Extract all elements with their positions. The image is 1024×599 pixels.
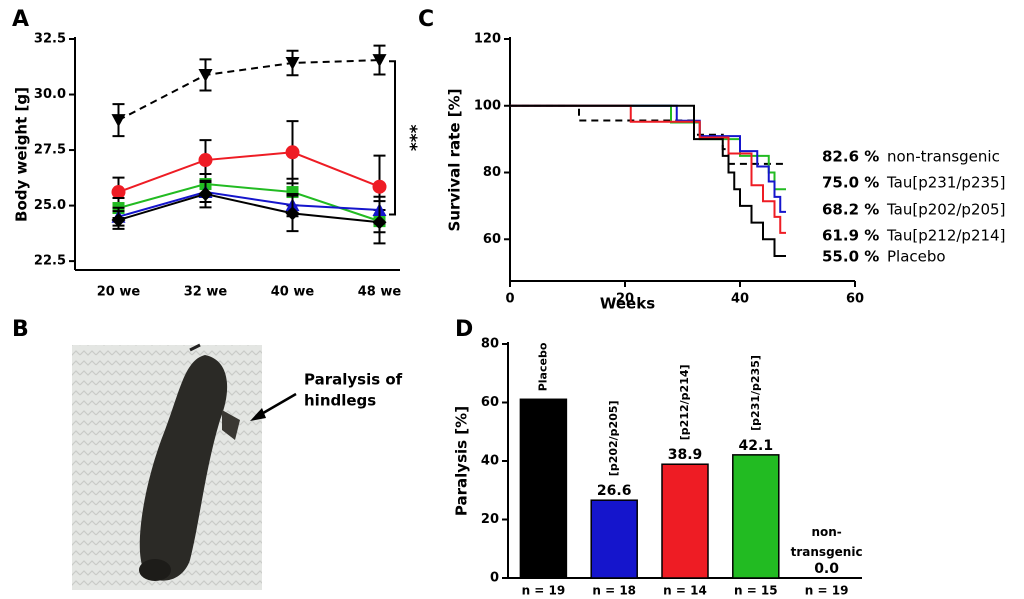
y-axis-label: Body weight [g] [13,87,31,222]
significance-label: *** [400,125,420,152]
panel-letter: D [455,317,473,342]
x-tick-label: 0 [505,292,514,307]
legend-value: 82.6 % [822,148,879,166]
y-tick-label: 27.5 [34,143,66,158]
value-label: 42.1 [739,438,774,454]
bar [661,463,709,579]
significance-bracket [389,60,396,216]
line [118,183,380,223]
bar [590,499,638,579]
line [118,193,380,224]
y-axis-label: Survival rate [%] [446,89,464,232]
x-tick-label: 48 we [358,285,402,300]
value-label: 26.6 [597,483,632,499]
category-label: Placebo [536,342,549,391]
survival-curve [510,104,786,234]
y-tick-label: 20 [481,512,499,527]
panel-letter: C [418,7,434,32]
survival-curve [510,104,786,191]
marker [285,206,300,221]
n-label: n = 19 [805,584,849,598]
legend-label: Tau[p231/p235] [886,174,1005,192]
survival-curve [510,104,786,213]
y-tick-label: 60 [483,232,501,247]
legend-value: 55.0 % [822,248,879,266]
category-label: [p231/p235] [749,355,762,431]
n-label: n = 14 [663,584,707,598]
photo [72,343,262,590]
legend-label: Placebo [887,248,946,266]
y-tick-label: 120 [474,32,501,47]
marker [111,213,126,228]
marker [372,215,387,230]
marker [111,114,126,128]
category-label: non-transgenic [791,525,863,559]
marker [285,56,300,70]
n-label: n = 15 [734,584,778,598]
marker [285,145,300,160]
marker [198,153,213,168]
legend-label: non-transgenic [887,148,1000,166]
bar [519,398,568,579]
survival-curve [510,104,786,257]
category-label: [p212/p214] [678,364,691,440]
marker [372,54,387,68]
marker [372,179,387,194]
annotation-arrow [250,392,297,421]
value-label: 61.1 [526,405,561,421]
y-tick-label: 32.5 [34,32,66,47]
legend-value: 61.9 % [822,227,879,245]
x-tick-label: 20 [616,292,634,307]
n-label: n = 19 [522,584,566,598]
panel-letter: A [12,7,29,32]
line [118,191,380,218]
legend-value: 68.2 % [822,201,879,219]
x-tick-label: 40 [731,292,749,307]
marker [111,185,126,200]
y-tick-label: 0 [490,571,499,586]
y-tick-label: 80 [483,165,501,180]
y-tick-label: 40 [481,454,499,469]
value-label: 38.9 [668,447,703,463]
x-axis-label: Weeks [600,295,655,313]
y-tick-label: 100 [474,98,501,113]
x-tick-label: 60 [846,292,864,307]
x-tick-label: 20 we [97,285,141,300]
bar [732,454,780,579]
legend-label: Tau[p212/p214] [886,227,1005,245]
y-axis-label: Paralysis [%] [453,406,471,516]
legend-value: 75.0 % [822,174,879,192]
panel-letter: B [12,317,29,342]
y-tick-label: 80 [481,337,499,352]
line [118,151,380,193]
n-label: n = 18 [592,584,636,598]
y-tick-label: 22.5 [34,254,66,269]
y-tick-label: 25.0 [34,198,66,213]
legend-label: Tau[p202/p205] [886,201,1005,219]
x-tick-label: 40 we [271,285,315,300]
photo-annotation: hindlegs [304,392,376,410]
y-tick-label: 30.0 [34,87,66,102]
photo-annotation: Paralysis of [304,371,403,389]
line [118,59,380,121]
value-label: 0.0 [814,561,839,577]
category-label: [p202/p205] [607,400,620,476]
marker [198,68,213,82]
marker [198,187,213,202]
x-tick-label: 32 we [184,285,228,300]
y-tick-label: 60 [481,395,499,410]
